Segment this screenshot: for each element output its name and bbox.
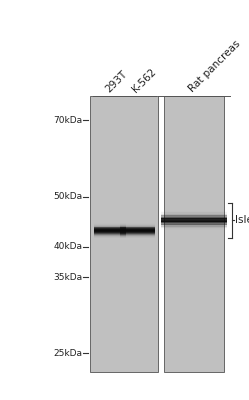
Bar (161, 219, 227, 220)
Bar (94, 234, 126, 235)
Bar (161, 215, 227, 216)
Text: Islet1: Islet1 (235, 215, 249, 225)
Bar (121, 224, 155, 225)
Text: 70kDa: 70kDa (53, 116, 82, 125)
Bar (90, 96, 158, 372)
Bar (161, 216, 227, 218)
Bar (121, 226, 155, 227)
Bar (121, 232, 155, 233)
Bar (121, 228, 155, 229)
Bar (121, 234, 155, 235)
Bar (161, 224, 227, 225)
Bar (121, 232, 155, 233)
Bar (94, 233, 126, 234)
Bar (161, 211, 227, 212)
Bar (161, 218, 227, 219)
Bar (121, 223, 155, 224)
Bar (121, 236, 155, 237)
Bar (94, 237, 126, 238)
Bar (121, 231, 155, 232)
Bar (94, 231, 126, 232)
Bar (94, 236, 126, 237)
Bar (161, 218, 227, 219)
Bar (94, 234, 126, 235)
Bar (121, 230, 155, 231)
Bar (164, 96, 224, 372)
Bar (94, 235, 126, 236)
Bar (121, 235, 155, 236)
Bar (161, 223, 227, 224)
Text: 50kDa: 50kDa (53, 192, 82, 201)
Bar (121, 230, 155, 231)
Bar (94, 228, 126, 229)
Bar (161, 228, 227, 229)
Bar (94, 226, 126, 227)
Bar (161, 220, 227, 221)
Bar (161, 224, 227, 225)
Bar (94, 224, 126, 225)
Text: 293T: 293T (103, 68, 129, 94)
Bar (121, 228, 155, 229)
Bar (161, 221, 227, 222)
Bar (94, 230, 126, 231)
Bar (121, 224, 155, 225)
Bar (94, 227, 126, 228)
Bar (94, 226, 126, 227)
Text: 40kDa: 40kDa (53, 242, 82, 252)
Bar (94, 224, 126, 225)
Bar (94, 228, 126, 229)
Bar (94, 232, 126, 233)
Bar (161, 223, 227, 224)
Text: Rat pancreas: Rat pancreas (187, 38, 243, 94)
Bar (94, 232, 126, 233)
Bar (161, 217, 227, 218)
Bar (161, 222, 227, 223)
Bar (94, 236, 126, 237)
Bar (121, 229, 155, 230)
Bar (161, 215, 227, 216)
Bar (161, 227, 227, 228)
Bar (94, 223, 126, 224)
Bar (161, 225, 227, 226)
Bar (161, 221, 227, 222)
Text: K-562: K-562 (130, 66, 158, 94)
Bar (161, 216, 227, 217)
Bar (121, 227, 155, 228)
Bar (94, 225, 126, 226)
Bar (121, 226, 155, 227)
Bar (161, 212, 227, 213)
Text: 35kDa: 35kDa (53, 273, 82, 282)
Bar (161, 214, 227, 215)
Bar (121, 233, 155, 234)
Bar (121, 225, 155, 226)
Bar (94, 230, 126, 231)
Bar (121, 237, 155, 238)
Bar (161, 226, 227, 227)
Bar (121, 236, 155, 237)
Bar (94, 229, 126, 230)
Bar (161, 229, 227, 230)
Bar (161, 213, 227, 214)
Text: 25kDa: 25kDa (53, 349, 82, 358)
Bar (121, 234, 155, 235)
